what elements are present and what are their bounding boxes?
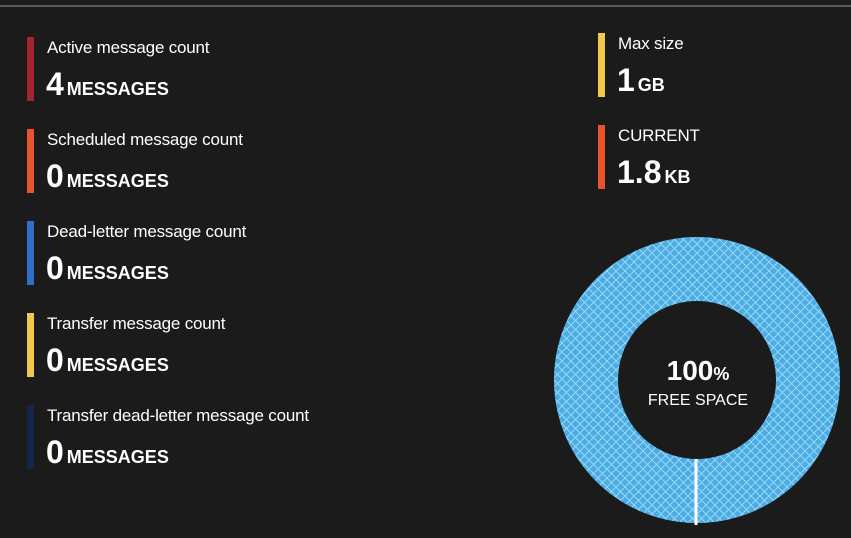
metric-value-row: 1.8 KB <box>617 155 690 189</box>
metric-unit: KB <box>664 167 691 187</box>
metric-value-row: 0 MESSAGES <box>46 435 169 469</box>
metric-unit: MESSAGES <box>66 447 169 467</box>
metric-value-row: 0 MESSAGES <box>46 159 169 193</box>
metric-color-bar <box>27 129 34 193</box>
metric-color-bar <box>27 405 34 469</box>
metric-unit: MESSAGES <box>66 263 169 283</box>
metric-unit: MESSAGES <box>66 79 169 99</box>
metric-color-bar <box>598 33 605 97</box>
metric-value: 0 <box>46 434 64 470</box>
metric-color-bar <box>598 125 605 189</box>
metric-unit: MESSAGES <box>66 355 169 375</box>
metric-color-bar <box>27 221 34 285</box>
metric-value: 0 <box>46 342 64 378</box>
metric-value: 1 <box>617 62 635 98</box>
donut-center-label: 100% FREE SPACE <box>617 355 779 410</box>
metric-value: 1.8 <box>617 154 662 190</box>
metric-value: 4 <box>46 66 64 102</box>
metric-label: Scheduled message count <box>47 130 243 149</box>
free-space-percent: 100% <box>617 355 779 390</box>
percent-sign: % <box>713 364 730 384</box>
metric-unit: MESSAGES <box>66 171 169 191</box>
metric-label: Max size <box>618 34 684 53</box>
metric-value-row: 4 MESSAGES <box>46 67 169 101</box>
free-space-ring <box>553 237 840 523</box>
metric-value-row: 0 MESSAGES <box>46 343 169 377</box>
metric-value-row: 0 MESSAGES <box>46 251 169 285</box>
metric-label: CURRENT <box>618 126 700 145</box>
metric-label: Dead-letter message count <box>47 222 247 241</box>
metric-value: 0 <box>46 158 64 194</box>
metric-value-row: 1 GB <box>617 63 665 97</box>
metric-value: 0 <box>46 250 64 286</box>
metric-color-bar <box>27 313 34 377</box>
metric-label: Active message count <box>47 38 210 57</box>
metric-color-bar <box>27 37 34 101</box>
free-space-label: FREE SPACE <box>647 392 749 409</box>
metric-label: Transfer message count <box>47 314 226 333</box>
metric-label: Transfer dead-letter message count <box>47 406 309 425</box>
metric-unit: GB <box>637 75 665 95</box>
panel-divider <box>0 5 851 7</box>
free-space-donut-chart <box>553 237 840 525</box>
percent-value: 100 <box>666 355 714 386</box>
